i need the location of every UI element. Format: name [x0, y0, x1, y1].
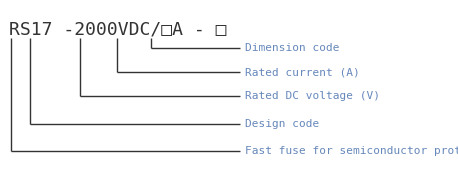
Text: Fast fuse for semiconductor protection: Fast fuse for semiconductor protection: [245, 146, 458, 156]
Text: Rated DC voltage (V): Rated DC voltage (V): [245, 91, 380, 101]
Text: Design code: Design code: [245, 119, 319, 129]
Text: Rated current (A): Rated current (A): [245, 67, 360, 77]
Text: RS17 -2000VDC/□A - □: RS17 -2000VDC/□A - □: [9, 21, 227, 39]
Text: Dimension code: Dimension code: [245, 43, 339, 53]
